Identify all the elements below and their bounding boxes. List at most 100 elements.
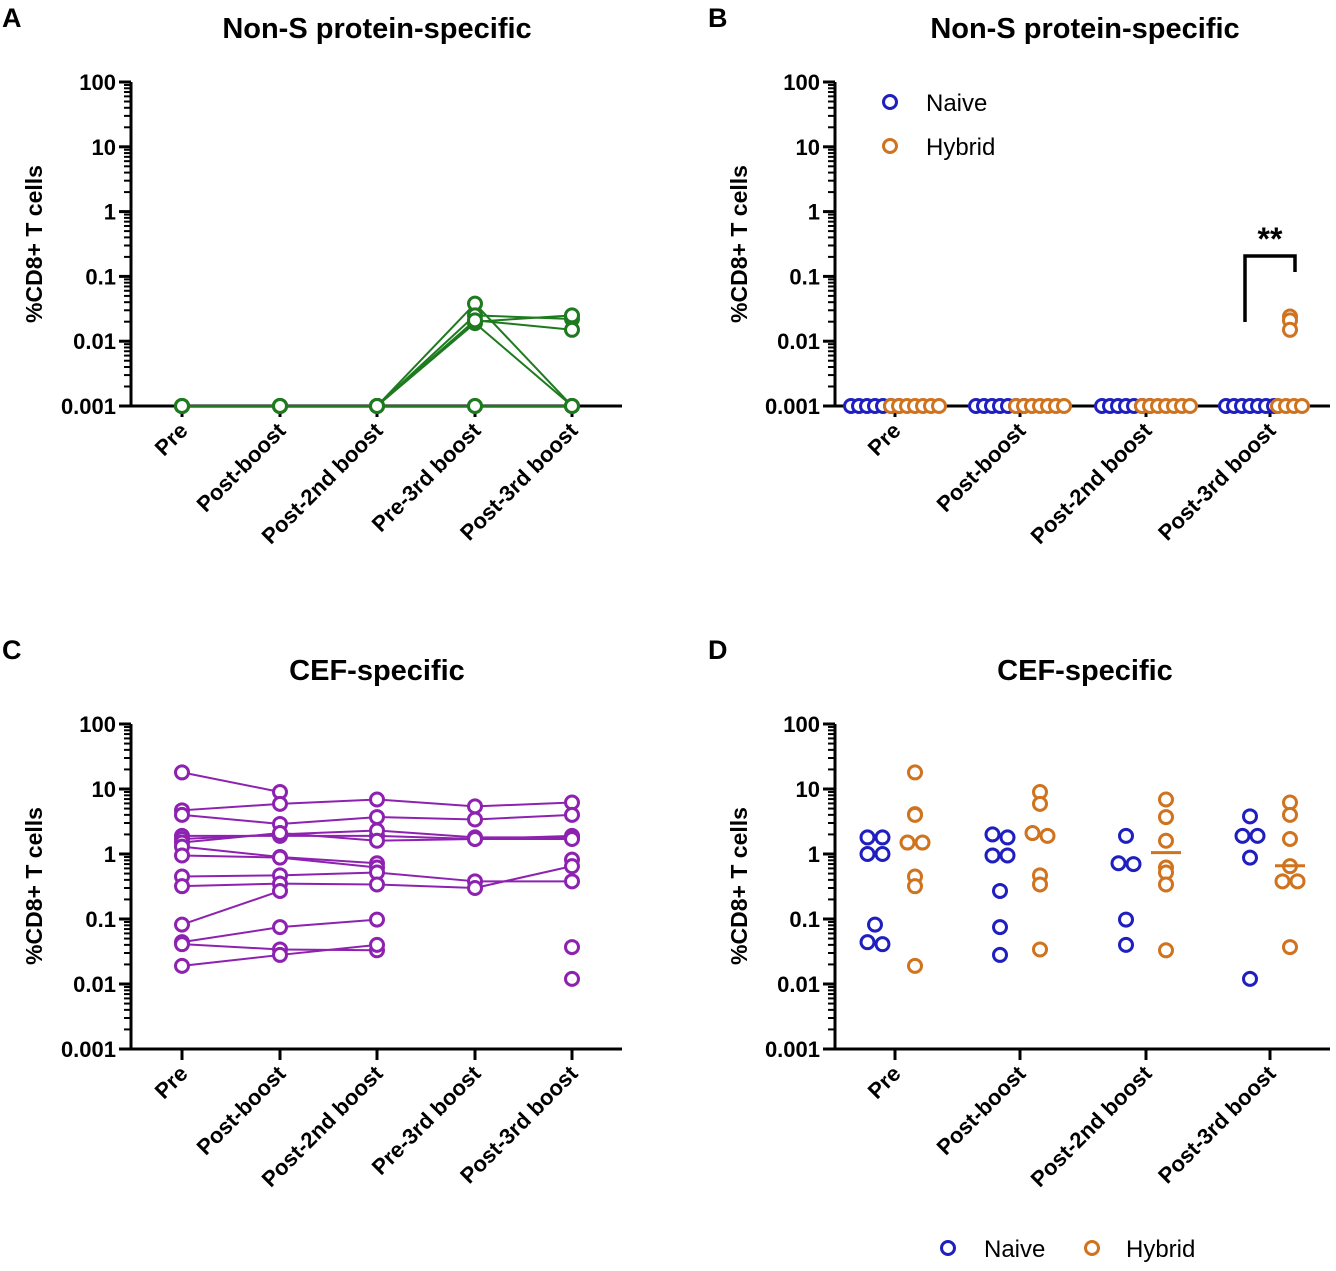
- data-point-naive: [1118, 911, 1134, 928]
- data-point-naive: [874, 936, 891, 953]
- series-line-segment: [279, 855, 378, 865]
- data-point: [467, 312, 483, 329]
- significance-marker-b: **: [1258, 221, 1283, 257]
- data-point-naive: [1242, 970, 1258, 987]
- data-point: [564, 307, 580, 324]
- data-point-naive: [867, 916, 883, 933]
- series-line-segment: [181, 832, 281, 844]
- y-tick-label-d: 1: [808, 842, 820, 867]
- panel-label-a: A: [2, 3, 22, 33]
- y-axis-label-b: %CD8+ T cells: [726, 165, 752, 323]
- series-line-segment: [181, 874, 281, 878]
- panel-d: D CEF-specific %CD8+ T cells Naive Hybri…: [708, 635, 1330, 1263]
- data-point: [564, 831, 580, 848]
- legend-marker-naive: [882, 94, 898, 110]
- data-point: [369, 791, 385, 808]
- data-point: [369, 876, 385, 893]
- series-line-segment: [376, 319, 476, 407]
- data-point: [174, 878, 190, 895]
- y-tick-label-b: 1: [808, 200, 820, 225]
- data-point-hybrid: [1056, 398, 1072, 414]
- series-line-segment: [181, 953, 281, 967]
- y-tick-label-c: 100: [79, 712, 116, 737]
- data-point-hybrid: [1282, 806, 1298, 823]
- series-line-segment: [181, 813, 281, 825]
- y-tick-label-c: 0.1: [85, 907, 116, 932]
- data-point-naive: [859, 846, 876, 862]
- data-point-hybrid: [907, 957, 923, 974]
- data-point-naive: [984, 847, 1001, 864]
- data-point: [174, 764, 190, 781]
- data-point-hybrid: [1282, 831, 1298, 848]
- series-line-segment: [279, 816, 378, 825]
- x-tick-label-a: Post-boost: [192, 417, 291, 516]
- data-point-naive: [992, 919, 1008, 936]
- y-axis-label-c: %CD8+ T cells: [21, 807, 47, 965]
- series-line-segment: [376, 883, 476, 889]
- y-tick-label-b: 0.1: [789, 264, 820, 289]
- series-line-segment: [474, 322, 573, 407]
- series-line-segment: [279, 943, 378, 956]
- y-tick-label-c: 0.01: [73, 972, 116, 997]
- series-line-segment: [376, 838, 476, 842]
- data-point-naive: [1249, 827, 1266, 844]
- data-point: [272, 882, 288, 899]
- data-point: [272, 849, 288, 866]
- y-tick-label-b: 10: [796, 135, 820, 160]
- y-tick-label-a: 100: [79, 70, 116, 95]
- data-point: [369, 398, 385, 414]
- series-line-segment: [474, 314, 573, 321]
- chart-title-b: Non-S protein-specific: [930, 13, 1239, 45]
- chart-title-a: Non-S protein-specific: [222, 13, 531, 45]
- data-point: [467, 879, 483, 896]
- data-point: [564, 398, 580, 414]
- series-line-segment: [376, 798, 476, 808]
- series-line-segment: [376, 829, 476, 839]
- y-tick-label-d: 100: [783, 712, 820, 737]
- data-point: [467, 811, 483, 828]
- data-point-hybrid: [931, 398, 947, 414]
- data-point-naive: [1118, 936, 1134, 953]
- data-point-naive: [999, 829, 1016, 846]
- y-tick-label-a: 0.1: [85, 264, 116, 289]
- data-point-hybrid: [914, 834, 931, 851]
- x-tick-label-a: Pre: [150, 418, 193, 461]
- data-point-hybrid: [1282, 321, 1298, 338]
- panel-label-d: D: [708, 635, 728, 665]
- data-point-hybrid: [899, 834, 916, 851]
- series-line-segment: [181, 854, 281, 859]
- series-line-segment: [474, 314, 573, 323]
- x-tick-label-d: Pre: [863, 1061, 906, 1104]
- y-tick-label-a: 0.01: [73, 329, 116, 354]
- data-point-hybrid: [1032, 941, 1048, 958]
- data-point: [467, 831, 483, 848]
- data-point: [272, 946, 288, 963]
- series-line-segment: [474, 801, 573, 808]
- x-tick-label-b: Post-2nd boost: [1026, 417, 1157, 548]
- legend-marker-hybrid: [882, 138, 898, 154]
- series-line-segment: [474, 319, 573, 331]
- data-point-naive: [859, 829, 876, 846]
- data-point-hybrid: [1158, 791, 1174, 808]
- data-point-naive: [1242, 808, 1258, 825]
- series-line-segment: [181, 802, 281, 812]
- series-line-segment: [279, 871, 378, 877]
- y-axis-label-a: %CD8+ T cells: [21, 165, 47, 323]
- y-tick-label-b: 0.01: [777, 329, 820, 354]
- y-tick-label-c: 1: [104, 842, 116, 867]
- y-tick-label-b: 100: [783, 70, 820, 95]
- y-axis-label-d: %CD8+ T cells: [726, 807, 752, 965]
- data-point: [174, 916, 190, 933]
- data-point: [369, 832, 385, 849]
- data-point-naive: [874, 829, 891, 846]
- data-point-naive: [1242, 849, 1258, 866]
- data-point: [369, 911, 385, 928]
- data-point-hybrid: [1039, 827, 1056, 844]
- y-tick-label-a: 0.001: [61, 394, 116, 419]
- series-line-segment: [181, 771, 281, 793]
- data-point-hybrid: [907, 764, 923, 781]
- data-point-naive: [859, 934, 876, 951]
- data-point: [564, 970, 580, 987]
- data-point-hybrid: [1158, 876, 1174, 893]
